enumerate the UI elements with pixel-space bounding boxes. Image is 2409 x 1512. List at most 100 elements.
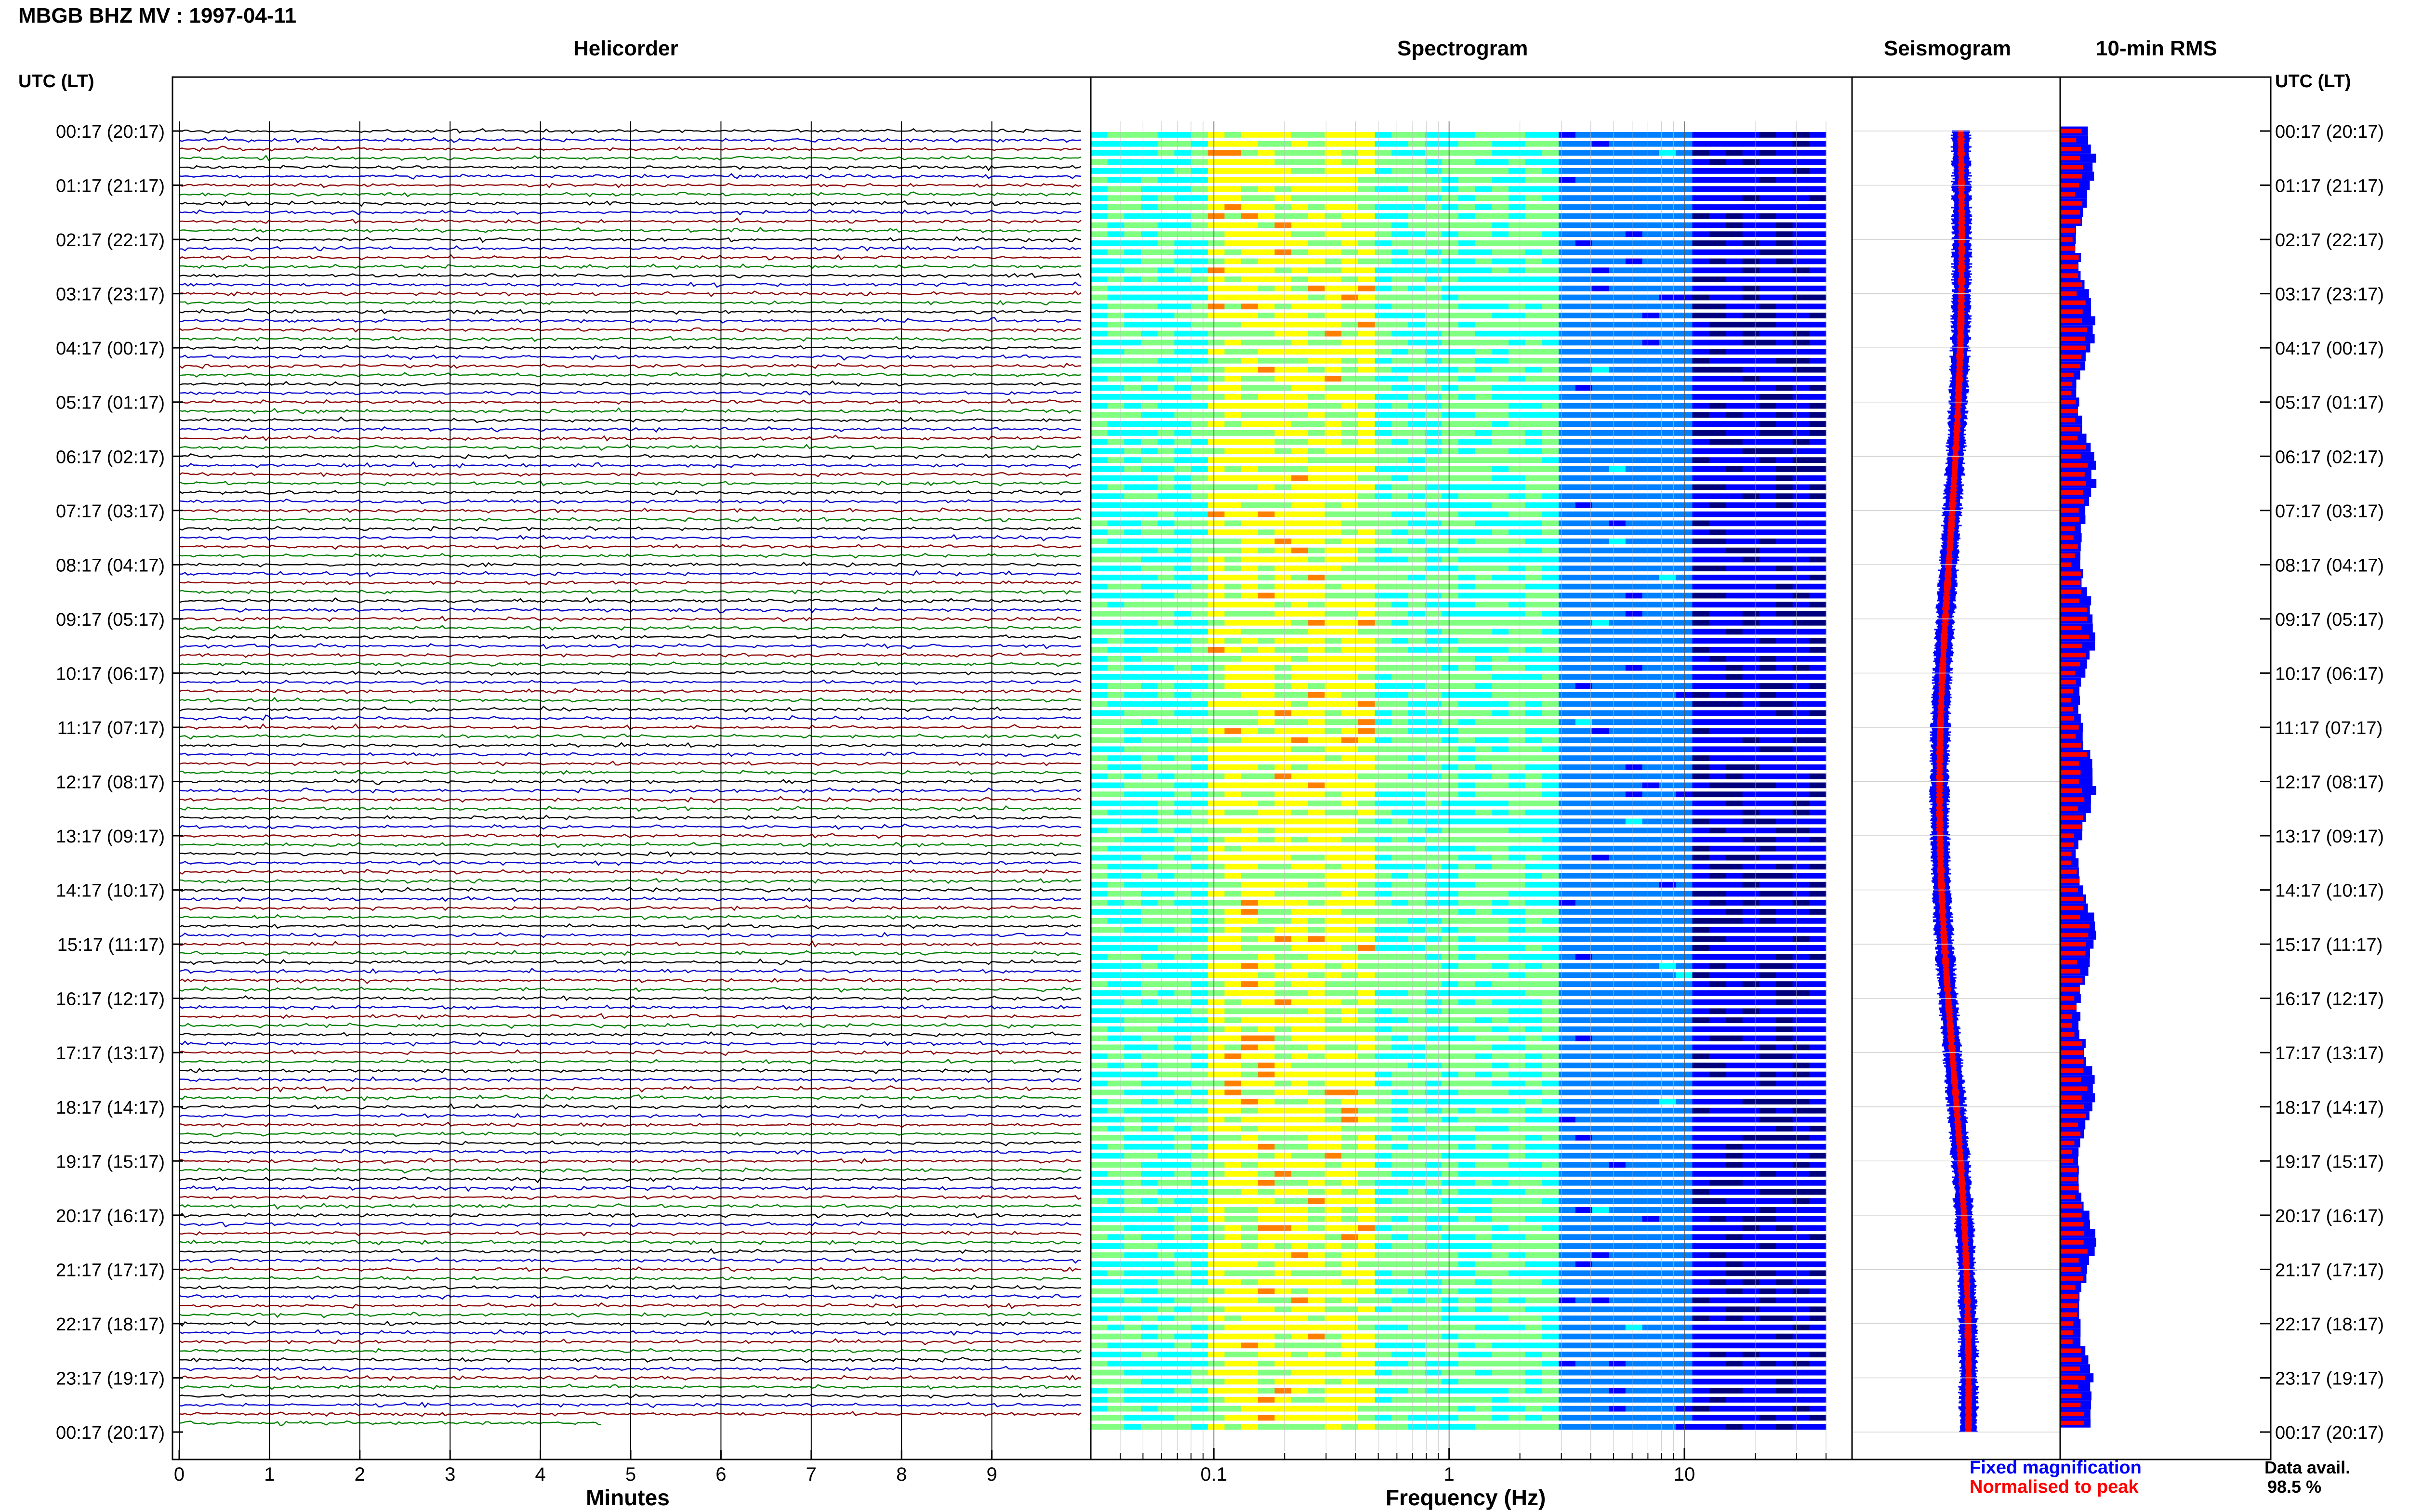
spectrogram-cell (1475, 240, 1492, 246)
spectrogram-cell (1709, 665, 1726, 671)
spectrogram-cell (1341, 837, 1359, 842)
spectrogram-cell (1157, 330, 1175, 337)
spectrogram-cell (1542, 520, 1559, 526)
spectrogram-cell (1642, 258, 1659, 264)
spectrogram-cell (1792, 357, 1810, 364)
spectrogram-cell (1241, 701, 1258, 707)
spectrogram-cell (1592, 909, 1609, 915)
spectrogram-cell (1257, 412, 1275, 418)
spectrogram-cell (1525, 457, 1542, 463)
spectrogram-cell (1725, 828, 1743, 834)
spectrogram-cell (1207, 782, 1225, 789)
spectrogram-cell (1324, 963, 1342, 969)
spectrogram-cell (1308, 683, 1325, 689)
spectrogram-cell (1742, 936, 1760, 942)
spectrogram-cell (1308, 1026, 1325, 1032)
spectrogram-cell (1391, 719, 1409, 725)
spectrogram-cell (1291, 936, 1309, 942)
spectrogram-cell (1609, 692, 1626, 698)
spectrogram-cell (1191, 439, 1208, 445)
spectrogram-cell (1575, 1053, 1593, 1059)
spectrogram-cell (1692, 801, 1709, 806)
spectrogram-cell (1709, 556, 1726, 563)
spectrogram-cell (1475, 367, 1492, 373)
spectrogram-cell (1809, 258, 1827, 264)
spectrogram-cell (1241, 1008, 1258, 1014)
spectrogram-cell (1224, 791, 1242, 798)
spectrogram-cell (1257, 990, 1275, 996)
spectrogram-cell (1742, 981, 1760, 987)
spectrogram-cell (1308, 340, 1325, 346)
spectrogram-cell (1157, 430, 1175, 436)
spectrogram-cell (1291, 656, 1309, 662)
spectrogram-cell (1659, 900, 1676, 906)
spectrogram-cell (1809, 746, 1827, 752)
spectrogram-cell (1692, 782, 1709, 789)
spectrogram-cell (1509, 457, 1526, 463)
spectrogram-cell (1375, 457, 1392, 463)
spectrogram-cell (1709, 963, 1726, 969)
spectrogram-cell (1659, 990, 1676, 996)
spectrogram-cell (1542, 936, 1559, 942)
spectrogram-cell (1642, 638, 1659, 644)
spectrogram-cell (1425, 909, 1442, 915)
spectrogram-cell (1575, 258, 1593, 264)
spectrogram-cell (1207, 1044, 1225, 1051)
spectrogram-cell (1759, 674, 1776, 680)
spectrogram-cell (1575, 186, 1593, 192)
spectrogram-cell (1425, 313, 1442, 318)
spectrogram-cell (1141, 710, 1158, 716)
spectrogram-cell (1458, 936, 1476, 942)
spectrogram-cell (1559, 845, 1576, 852)
spectrogram-cell (1575, 448, 1593, 454)
spectrogram-cell (1575, 873, 1593, 879)
spectrogram-cell (1174, 385, 1191, 391)
spectrogram-cell (1324, 755, 1342, 761)
spectrogram-cell (1458, 764, 1476, 770)
spectrogram-cell (1609, 186, 1626, 192)
spectrogram-cell (1709, 168, 1726, 174)
spectrogram-cell (1542, 981, 1559, 987)
spectrogram-cell (1575, 1117, 1593, 1123)
spectrogram-cell (1141, 1035, 1158, 1041)
spectrogram-cell (1592, 186, 1609, 192)
spectrogram-cell (1642, 972, 1659, 978)
spectrogram-cell (1408, 927, 1426, 933)
spectrogram-cell (1141, 141, 1158, 147)
spectrogram-cell (1308, 710, 1325, 716)
spectrogram-cell (1792, 972, 1810, 978)
spectrogram-cell (1659, 475, 1676, 481)
spectrogram-cell (1291, 629, 1309, 635)
spectrogram-cell (1725, 972, 1743, 978)
spectrogram-cell (1274, 484, 1292, 490)
spectrogram-cell (1659, 656, 1676, 662)
spectrogram-cell (1375, 502, 1392, 508)
spectrogram-cell (1542, 592, 1559, 599)
spectrogram-cell (1642, 457, 1659, 463)
spectrogram-cell (1308, 656, 1325, 662)
spectrogram-cell (1575, 249, 1593, 255)
spectrogram-cell (1425, 357, 1442, 364)
spectrogram-cell (1792, 737, 1810, 743)
spectrogram-cell (1792, 990, 1810, 996)
spectrogram-cell (1257, 547, 1275, 553)
spectrogram-cell (1458, 1099, 1476, 1104)
spectrogram-cell (1274, 493, 1292, 500)
spectrogram-cell (1341, 611, 1359, 617)
spectrogram-cell (1191, 267, 1208, 274)
spectrogram-cell (1609, 873, 1626, 879)
spectrogram-cell (1725, 294, 1743, 301)
spectrogram-cell (1592, 665, 1609, 671)
spectrogram-cell (1224, 1099, 1242, 1104)
spectrogram-cell (1257, 801, 1275, 806)
spectrogram-cell (1542, 502, 1559, 508)
spectrogram-cell (1592, 575, 1609, 580)
spectrogram-cell (1709, 1080, 1726, 1087)
spectrogram-cell (1207, 448, 1225, 454)
spectrogram-cell (1725, 629, 1743, 635)
spectrogram-cell (1475, 809, 1492, 815)
spectrogram-cell (1475, 701, 1492, 707)
spectrogram-cell (1776, 647, 1793, 653)
spectrogram-cell (1442, 520, 1459, 526)
spectrogram-cell (1174, 565, 1191, 572)
